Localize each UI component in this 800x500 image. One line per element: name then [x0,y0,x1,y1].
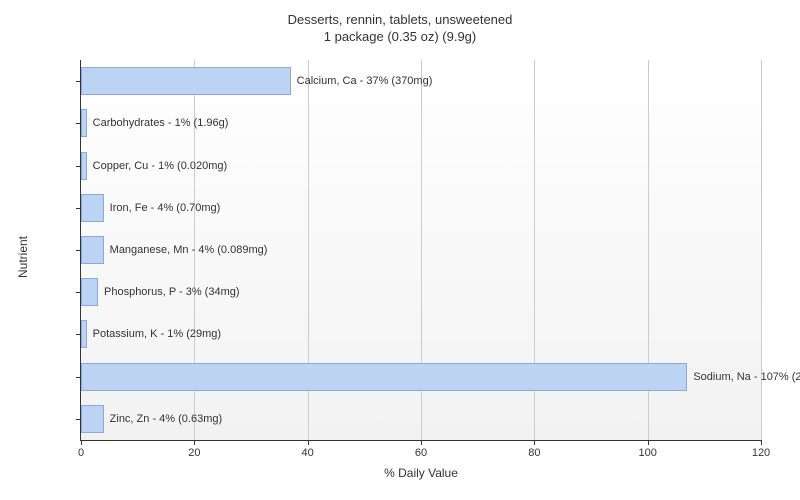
y-tick [76,250,81,251]
bar [81,236,104,264]
x-tick-label: 80 [528,447,540,459]
x-tick [421,440,422,445]
chart-title: Desserts, rennin, tablets, unsweetened 1… [0,0,800,46]
bar-label: Calcium, Ca - 37% (370mg) [291,67,433,95]
x-tick [194,440,195,445]
bar [81,67,291,95]
x-tick [81,440,82,445]
bar-label: Phosphorus, P - 3% (34mg) [98,278,240,306]
y-axis-label: Nutrient [16,236,30,278]
bar-label: Zinc, Zn - 4% (0.63mg) [104,405,222,433]
chart-container: Desserts, rennin, tablets, unsweetened 1… [0,0,800,500]
bar-label: Potassium, K - 1% (29mg) [87,320,221,348]
x-tick [308,440,309,445]
bar [81,194,104,222]
x-tick [648,440,649,445]
x-tick-label: 100 [638,447,656,459]
x-tick-label: 60 [415,447,427,459]
x-tick-label: 40 [302,447,314,459]
bar-label: Sodium, Na - 107% (2579mg) [687,363,800,391]
plot-area: Nutrient % Daily Value 020406080100120Ca… [80,60,761,441]
bar [81,278,98,306]
y-tick [76,208,81,209]
chart-title-line2: 1 package (0.35 oz) (9.9g) [324,29,476,44]
bar-label: Manganese, Mn - 4% (0.089mg) [104,236,268,264]
y-tick [76,292,81,293]
x-tick-label: 120 [752,447,770,459]
bar-label: Copper, Cu - 1% (0.020mg) [87,152,228,180]
bar-label: Carbohydrates - 1% (1.96g) [87,109,229,137]
y-tick [76,81,81,82]
y-tick [76,419,81,420]
x-tick [534,440,535,445]
y-tick [76,334,81,335]
bar-label: Iron, Fe - 4% (0.70mg) [104,194,221,222]
x-axis-label: % Daily Value [384,466,458,480]
x-tick-label: 20 [188,447,200,459]
y-tick [76,166,81,167]
bar [81,405,104,433]
chart-title-line1: Desserts, rennin, tablets, unsweetened [288,12,513,27]
y-tick [76,377,81,378]
x-tick [761,440,762,445]
x-tick-label: 0 [78,447,84,459]
bar [81,363,687,391]
y-tick [76,123,81,124]
